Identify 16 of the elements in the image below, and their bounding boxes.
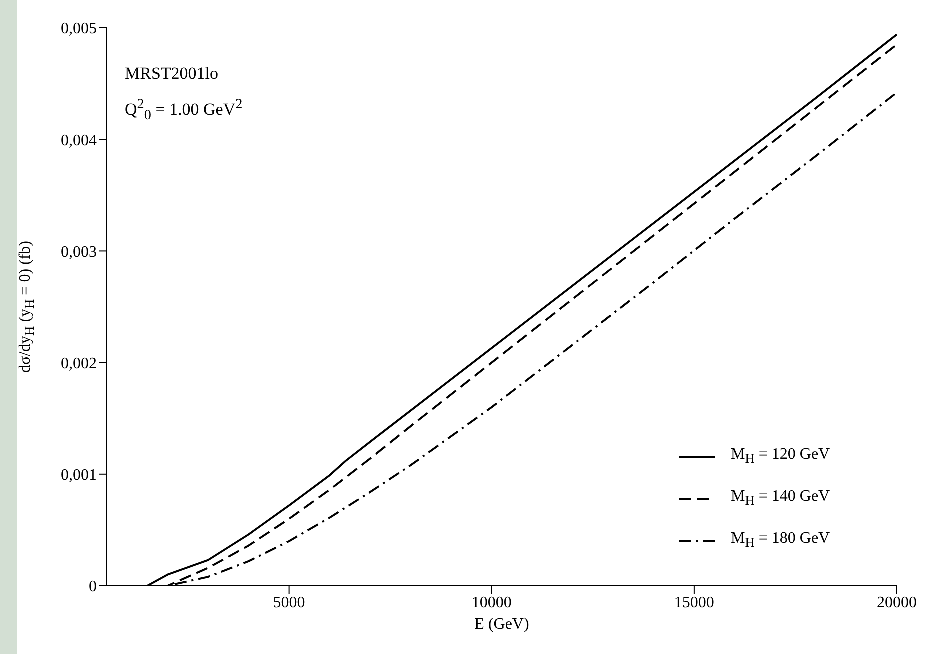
- annotation: Q$^{2}$$_{0}$ = 1.00 GeV$^{2}$: [125, 96, 243, 124]
- y-tick-label: 0,005: [61, 20, 97, 38]
- y-tick-label: 0: [89, 578, 97, 596]
- y-tick-label: 0,001: [61, 467, 97, 484]
- legend-label: M$_{H}$ = 120 GeV: [731, 446, 830, 468]
- x-tick-label: 10000: [472, 594, 512, 612]
- y-tick-label: 0,004: [61, 132, 97, 150]
- legend-label: M$_{H}$ = 180 GeV: [731, 530, 830, 552]
- y-tick-label: 0,002: [61, 355, 97, 372]
- x-tick-label: 20000: [877, 594, 917, 612]
- y-tick-label: 0,003: [61, 244, 97, 261]
- x-tick-label: 15000: [674, 594, 714, 612]
- x-axis-title: E (GeV): [474, 616, 530, 633]
- legend-label: M$_{H}$ = 140 GeV: [731, 488, 830, 510]
- annotation: MRST2001lo: [125, 64, 219, 83]
- x-tick-label: 5000: [273, 594, 306, 612]
